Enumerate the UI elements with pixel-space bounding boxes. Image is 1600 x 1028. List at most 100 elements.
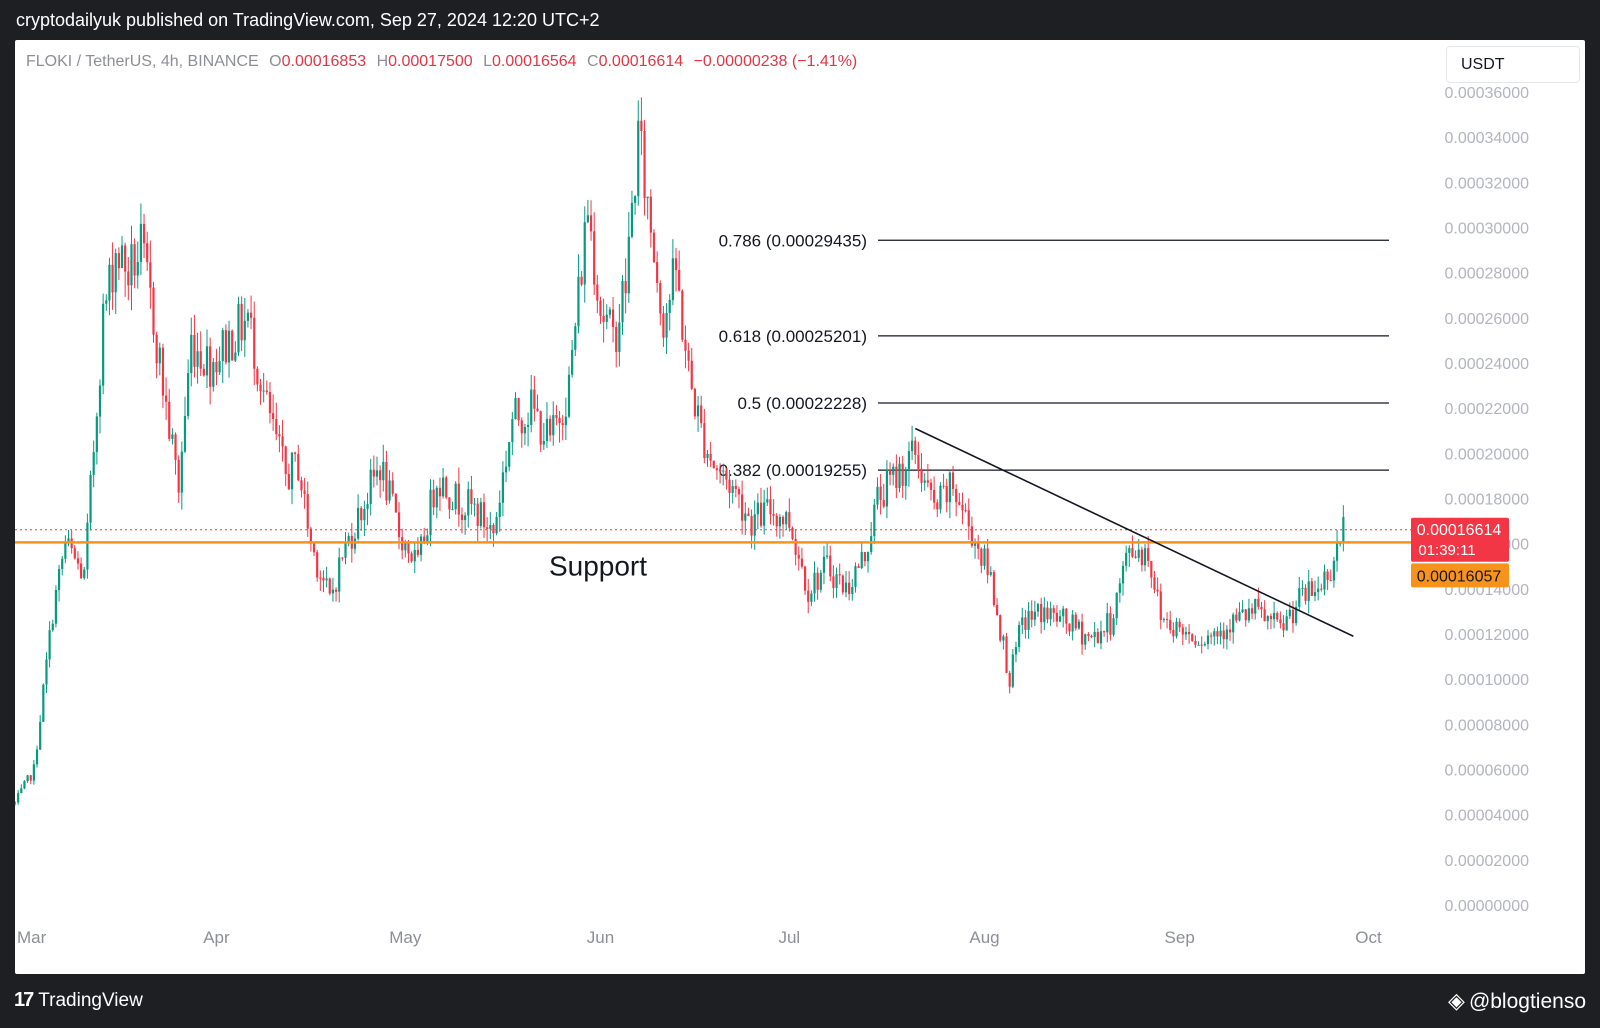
candle-body (83, 569, 86, 579)
candle-body (325, 578, 328, 581)
candle-body (750, 516, 753, 536)
candle-body (187, 373, 190, 417)
candle-body (1052, 608, 1055, 613)
candle-body (668, 300, 671, 313)
candle-body (945, 486, 948, 503)
tradingview-brand[interactable]: 17 TradingView (14, 974, 143, 1027)
candle-body (243, 320, 246, 341)
candle-body (369, 469, 372, 505)
candle-body (715, 468, 719, 471)
candle-body (816, 572, 819, 590)
candle-body (526, 424, 530, 427)
candle-body (231, 330, 234, 361)
candle-body (1080, 621, 1084, 645)
candle-body (237, 303, 240, 353)
candle-body (593, 231, 596, 285)
price-chart[interactable]: 0.00000000 0.00002000 0.00004000 0.00006000… (15, 40, 1585, 974)
candle-body (67, 538, 70, 542)
candle-body (1068, 623, 1071, 632)
brand-label: TradingView (38, 990, 143, 1011)
candle-body (514, 398, 517, 420)
candle-body (1058, 616, 1062, 622)
candle-body (127, 271, 130, 286)
candle-body (80, 563, 83, 579)
candle-body (460, 514, 464, 521)
candle-body (936, 502, 939, 510)
candle-body (605, 314, 608, 322)
candle-body (492, 525, 495, 534)
candle-body (624, 281, 627, 294)
y-tick-label: 0.00030000 (1444, 221, 1529, 238)
candle-body (388, 480, 391, 501)
candle-body (756, 502, 759, 515)
candle-body (678, 270, 681, 291)
candle-body (1115, 592, 1118, 619)
candle-body (967, 510, 970, 527)
candle-body (797, 554, 800, 559)
candle-body (914, 440, 917, 455)
candle-body (882, 499, 885, 507)
candle-body (281, 436, 284, 447)
candle-body (1118, 583, 1121, 593)
candle-body (504, 466, 508, 473)
currency-button[interactable]: USDT (1446, 46, 1580, 83)
candle-body (432, 489, 435, 508)
candle-body (363, 508, 366, 521)
candle-body (973, 543, 977, 546)
candle-body (1169, 619, 1172, 631)
candle-body (652, 232, 656, 263)
y-tick-label: 0.00034000 (1444, 130, 1529, 147)
candle-body (1014, 647, 1018, 655)
candle-body (696, 405, 700, 417)
candle-body (470, 489, 473, 505)
candle-body (1040, 603, 1043, 623)
candle-body (1203, 644, 1206, 646)
candle-body (709, 453, 712, 461)
candle-body (800, 558, 804, 567)
candle-body (829, 555, 832, 577)
fib-level-label: 0.786 (0.00029435) (719, 231, 867, 250)
candle-body (391, 480, 394, 494)
ohlc-legend: FLOKI / TetherUS, 4h, BINANCE O0.0001685… (26, 53, 857, 71)
candle-body (731, 485, 734, 493)
low-value: 0.00016564 (492, 53, 577, 70)
candle-body (970, 526, 974, 546)
high-label: H (376, 53, 389, 70)
candle-body (646, 196, 649, 199)
candle-body (278, 434, 281, 437)
candle-body (1276, 612, 1279, 620)
candle-body (105, 300, 108, 304)
candle-body (1137, 549, 1140, 558)
candle-body (549, 418, 552, 436)
x-month-label: May (389, 928, 422, 947)
x-month-label: Aug (969, 928, 999, 947)
candle-body (174, 434, 177, 460)
currency-label: USDT (1461, 56, 1505, 73)
candle-body (690, 360, 693, 389)
candle-body (253, 317, 256, 369)
chart-panel[interactable]: 0.00000000 0.00002000 0.00004000 0.00006000… (15, 40, 1585, 974)
y-tick-label: 0.00032000 (1444, 175, 1529, 192)
candle-body (630, 202, 634, 237)
candle-body (1150, 560, 1153, 578)
candle-body (331, 589, 335, 594)
candle-body (926, 480, 929, 483)
candle-body (700, 405, 703, 424)
candle-body (438, 487, 442, 497)
candle-body (1018, 624, 1021, 648)
candle-body (533, 389, 536, 409)
candle-body (1313, 592, 1317, 597)
candle-body (744, 513, 747, 521)
candle-body (489, 525, 492, 529)
candle-body (322, 577, 325, 581)
candle-body (464, 515, 467, 521)
candle-body (911, 440, 914, 452)
high-value: 0.00017500 (388, 53, 473, 70)
candle-body (1269, 615, 1273, 620)
candle-body (139, 223, 143, 262)
candle-body (1181, 627, 1184, 635)
fib-level-label: 0.618 (0.00025201) (719, 327, 867, 346)
candle-body (1326, 571, 1329, 581)
candle-body (564, 416, 567, 426)
candle-body (552, 415, 555, 436)
